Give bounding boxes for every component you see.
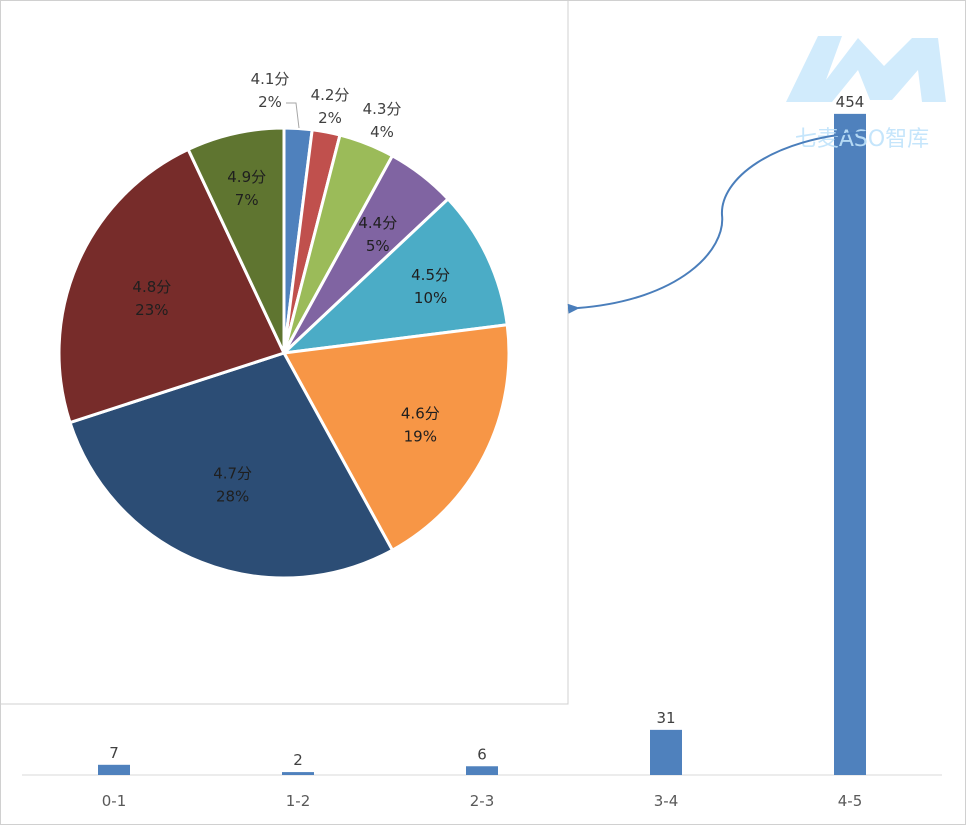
watermark-logo: 七麦ASO智库 (786, 36, 946, 152)
pie-slice-percent: 23% (135, 301, 168, 319)
bar-value-labels: 7 2 6 31 454 (109, 93, 864, 769)
pie-slice-label: 4.5分 (411, 266, 450, 284)
pie-slice-percent: 4% (370, 123, 394, 141)
pie-slice-label: 4.1分 (251, 70, 290, 88)
watermark-logo-mark (786, 36, 946, 102)
pie-slice-4.7分 (68, 351, 395, 580)
bar-2-3 (466, 766, 498, 775)
pie-slice-label: 4.9分 (227, 168, 266, 186)
pie-series (57, 126, 511, 580)
pie-chart-panel: 4.1分 2% 4.2分 2% 4.3分 4% 4.4分 5% 4.5分 10% 4.6分 19% 4.… (0, 0, 569, 705)
slice-label-leader-line (286, 102, 300, 129)
pie-slice-label: 4.4分 (358, 214, 397, 232)
x-tick-labels: 0-1 1-2 2-3 3-4 4-5 (102, 792, 863, 810)
x-tick-label: 1-2 (286, 792, 311, 810)
pie-slice-label: 4.2分 (311, 86, 350, 104)
callout-arrow (567, 131, 867, 314)
pie-slice-label: 4.6分 (401, 404, 440, 422)
pie-slice-percent: 28% (216, 488, 249, 506)
pie-slice-percent: 5% (366, 237, 390, 255)
pie-slice-4.6分 (281, 323, 511, 553)
pie-data-labels: 4.1分 2% 4.2分 2% 4.3分 4% 4.4分 5% 4.5分 10% 4.6分 19% 4.… (132, 70, 450, 506)
bar-chart: 7 2 6 31 454 0-1 1-2 2-3 3-4 4-5 (22, 93, 942, 810)
pie-slice-label: 4.8分 (132, 278, 171, 296)
pie-slice-percent: 2% (258, 93, 282, 111)
bar-value-label: 2 (293, 751, 303, 769)
bar-value-label: 31 (656, 709, 675, 727)
pie-slice-4.5分 (279, 196, 509, 356)
pie-slice-percent: 7% (235, 191, 259, 209)
x-tick-label: 0-1 (102, 792, 127, 810)
bar-1-2 (282, 772, 314, 775)
pie-slice-label: 4.3分 (363, 100, 402, 118)
pie-slice-percent: 10% (414, 289, 447, 307)
x-tick-label: 4-5 (838, 792, 863, 810)
pie-slice-label: 4.7分 (213, 465, 252, 483)
pie-slice-4.8分 (57, 147, 287, 425)
pie-slice-percent: 2% (318, 109, 342, 127)
bar-value-label: 7 (109, 744, 119, 762)
bar-0-1 (98, 764, 130, 775)
bar-3-4 (650, 729, 682, 775)
bar-4-5 (834, 113, 866, 776)
x-tick-label: 2-3 (470, 792, 495, 810)
bar-value-label: 454 (836, 93, 865, 111)
x-tick-label: 3-4 (654, 792, 679, 810)
pie-slice-4.9分 (186, 126, 286, 354)
pie-slice-percent: 19% (404, 427, 437, 445)
bar-value-label: 6 (477, 745, 487, 763)
bar-series (98, 113, 866, 776)
